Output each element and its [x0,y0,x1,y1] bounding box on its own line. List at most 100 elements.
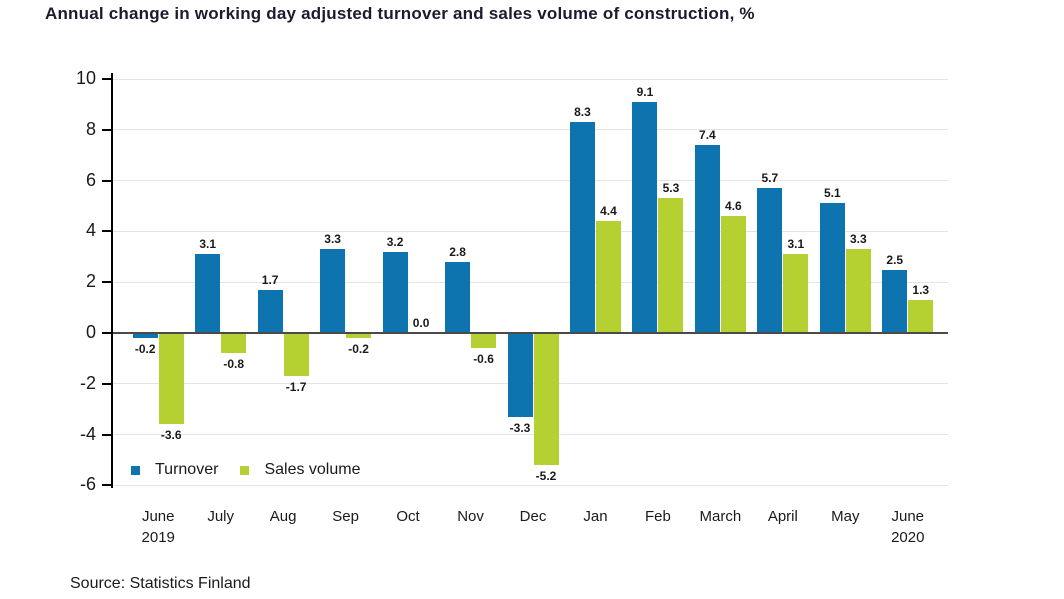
source-note: Source: Statistics Finland [70,575,251,592]
value-label: 3.1 [787,237,805,252]
y-axis-tick [102,281,112,284]
bar-turnover [195,254,221,333]
bar-sales-volume [658,198,684,333]
x-tick-label: Jan [583,508,608,525]
y-tick-label: 6 [85,169,96,190]
bar-sales-volume [283,333,309,377]
chart-title: Annual change in working day adjusted tu… [45,4,755,23]
value-label: 1.7 [261,272,279,287]
bar-sales-volume [783,254,809,333]
bar-sales-volume [346,333,372,339]
y-axis-tick [102,382,112,385]
value-label: 5.3 [662,181,680,196]
bar-turnover [320,249,346,333]
bar-sales-volume [908,299,934,333]
gridline [112,434,948,436]
x-tick-label: Nov [457,508,484,525]
bar-turnover [132,333,158,339]
x-tick-label: June [141,508,175,525]
x-tick-label: July [207,508,235,525]
bar-turnover [257,289,283,333]
legend-label-sales-volume: Sales volume [264,461,361,478]
value-label: 4.6 [725,199,742,214]
gridline [112,281,948,283]
x-tick-label: Sep [332,508,359,525]
value-label: 4.4 [600,204,617,219]
bar-turnover [569,122,595,333]
y-axis-tick [102,332,112,334]
gridline [112,78,948,80]
bar-turnover [819,203,845,333]
value-label: 8.3 [574,105,591,120]
value-label: 3.3 [849,232,867,247]
value-label: -0.8 [223,357,245,372]
value-label: 3.3 [324,232,341,247]
value-label: -3.6 [160,428,182,443]
bar-sales-volume [158,333,184,425]
bar-turnover [382,251,408,333]
y-axis-line [111,73,113,488]
value-label: 2.8 [449,244,466,259]
x-tick-label: Aug [269,508,297,525]
x-tick-label: 2020 [891,529,925,546]
value-label: 3.1 [199,237,217,252]
gridline [112,180,948,182]
y-tick-label: 2 [85,271,96,292]
legend-item-turnover: Turnover [131,461,218,479]
legend: Turnover Sales volume [131,461,382,479]
x-tick-label: Dec [519,508,547,525]
bar-sales-volume [845,249,871,333]
gridline [112,484,948,486]
y-tick-label: -6 [79,474,96,495]
value-label: -0.2 [134,342,156,357]
bar-turnover [445,261,471,333]
y-axis-tick [102,78,112,80]
bar-sales-volume [720,216,746,333]
value-label: -1.7 [285,380,307,395]
y-axis-tick [102,433,112,436]
x-tick-label: May [831,508,860,525]
legend-label-turnover: Turnover [155,461,219,478]
sales-volume-swatch-icon [240,465,250,475]
y-tick-label: -2 [79,372,96,393]
value-label: 0.0 [412,316,430,330]
value-label: -5.2 [535,469,557,484]
value-label: 5.7 [761,171,779,186]
bar-sales-volume [595,221,621,333]
gridline [112,230,948,232]
gridline [112,129,948,131]
bar-turnover [757,188,783,333]
bar-sales-volume [221,333,247,354]
x-tick-label: April [767,508,798,525]
y-tick-label: 4 [85,220,96,241]
x-tick-label: Oct [396,508,420,525]
bar-turnover [632,101,658,333]
value-label: 2.5 [886,252,904,267]
value-label: 5.1 [823,186,841,201]
value-label: -3.3 [509,420,531,435]
value-label: 3.2 [386,234,404,249]
y-tick-label: 8 [85,118,96,139]
value-label: 1.3 [912,282,930,297]
y-tick-label: 10 [75,68,96,88]
legend-item-sales-volume: Sales volume [240,461,360,479]
y-tick-label: 0 [85,322,96,342]
zero-line [112,332,948,334]
x-tick-label: March [699,508,742,525]
value-label: -0.6 [473,352,494,367]
x-tick-label: Feb [644,508,671,525]
y-axis-tick [102,230,112,233]
y-axis-tick [102,484,112,487]
y-axis-tick [102,179,112,182]
value-label: 9.1 [636,84,654,99]
bar-turnover [694,145,720,333]
turnover-swatch-icon [131,465,140,475]
x-tick-label: June [891,508,925,525]
bar-sales-volume [471,333,497,349]
bar-turnover [507,333,533,417]
y-axis-tick [102,128,112,131]
bar-turnover [882,269,908,333]
value-label: -0.2 [348,342,369,357]
